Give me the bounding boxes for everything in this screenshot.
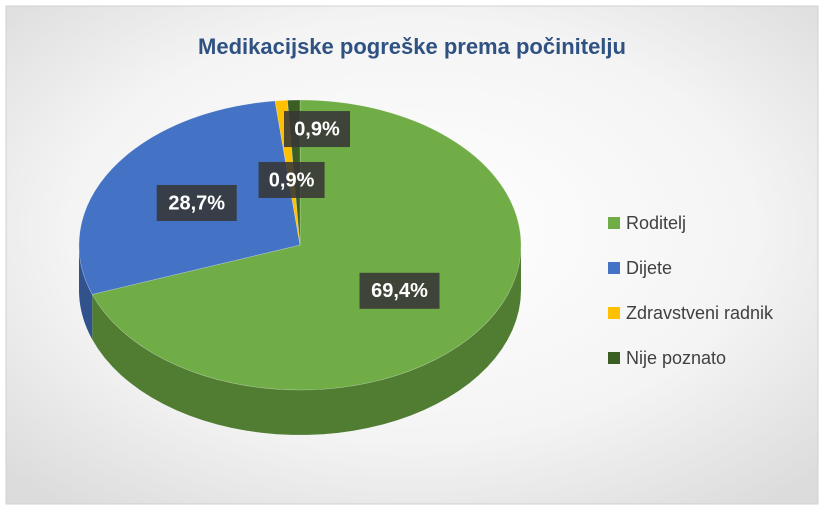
data-label: 28,7% xyxy=(168,192,225,214)
data-label-box xyxy=(156,184,237,221)
legend-label: Roditelj xyxy=(626,213,686,233)
legend-swatch xyxy=(608,352,620,364)
data-label-box xyxy=(258,161,325,198)
slice-side xyxy=(79,245,93,340)
slice-side xyxy=(92,245,521,435)
data-label-box xyxy=(283,111,350,148)
data-label: 0,9% xyxy=(269,169,315,191)
legend-label: Zdravstveni radnik xyxy=(626,303,774,323)
legend-label: Dijete xyxy=(626,258,672,278)
legend-label: Nije poznato xyxy=(626,348,726,368)
data-label: 0,9% xyxy=(294,118,340,140)
legend-swatch xyxy=(608,217,620,229)
slice xyxy=(91,99,522,391)
chart-title: Medikacijske pogreške prema počinitelju xyxy=(198,34,626,59)
data-label-box xyxy=(359,272,440,309)
legend-swatch xyxy=(608,262,620,274)
legend-swatch xyxy=(608,307,620,319)
data-label: 69,4% xyxy=(371,280,428,302)
